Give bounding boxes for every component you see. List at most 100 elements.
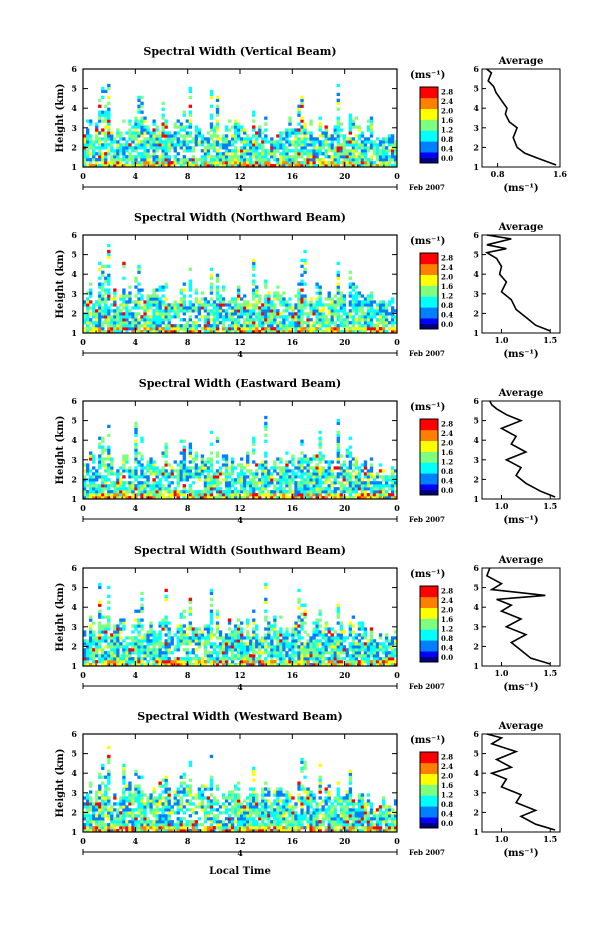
heatmap-cell (233, 300, 238, 304)
heatmap-cell (233, 630, 238, 634)
heatmap-cell (206, 472, 211, 476)
heatmap-cell (209, 155, 214, 159)
x-tick-label: 0 (394, 503, 400, 513)
heatmap-cell (306, 481, 310, 485)
heatmap-cell (267, 630, 271, 634)
heatmap-cell (131, 484, 135, 488)
heatmap-cell (95, 128, 99, 132)
heatmap-cell (258, 312, 262, 316)
heatmap-cell (291, 140, 295, 144)
colorbar-swatch (420, 87, 438, 93)
heatmap-cell (285, 324, 289, 328)
heatmap-cell (303, 603, 307, 607)
heatmap-cell (348, 164, 353, 168)
heatmap-cell (185, 140, 189, 144)
heatmap-cell (179, 122, 183, 126)
heatmap-cell (107, 86, 111, 91)
heatmap-cell (300, 258, 304, 263)
heatmap-cell (336, 636, 340, 640)
heatmap-cell (92, 636, 96, 640)
heatmap-cell (288, 155, 292, 159)
heatmap-cell (261, 330, 265, 334)
heatmap-cell (357, 484, 362, 488)
heatmap-cell (224, 481, 229, 485)
heatmap-cell (215, 143, 220, 147)
heatmap-cell (215, 104, 220, 108)
heatmap-cell (351, 651, 356, 655)
heatmap-cell (206, 481, 211, 485)
heatmap-cell (167, 642, 171, 646)
heatmap-cell (357, 291, 362, 295)
heatmap-cell (327, 309, 331, 313)
heatmap-cell (140, 469, 144, 473)
heatmap-cell (134, 445, 138, 449)
heatmap-cell (342, 648, 346, 652)
heatmap-cell (246, 621, 250, 625)
heatmap-cell (324, 642, 328, 646)
heatmap-cell (303, 654, 307, 658)
colorbar-tick-label: 0.4 (441, 476, 453, 485)
heatmap-cell (107, 297, 111, 301)
heatmap-cell (306, 493, 310, 497)
heatmap-cell (309, 158, 313, 162)
heatmap-cell (249, 158, 253, 162)
heatmap-cell (164, 318, 168, 322)
heatmap-cell (110, 466, 114, 470)
heatmap-cell (345, 654, 349, 658)
heatmap-cell (315, 282, 319, 286)
heatmap-cell (188, 651, 192, 655)
heatmap-cell (221, 321, 226, 325)
heatmap-cell (134, 430, 138, 434)
heatmap-cell (384, 312, 389, 316)
heatmap-cell (224, 309, 229, 313)
heatmap-cell (146, 327, 150, 331)
heatmap-cell (176, 481, 180, 485)
heatmap-cell (152, 146, 156, 150)
heatmap-cell (134, 624, 138, 628)
heatmap-cell (330, 657, 334, 661)
heatmap-cell (95, 654, 99, 658)
heatmap-cell (197, 639, 202, 643)
heatmap-cell (276, 315, 280, 319)
heatmap-cell (83, 475, 87, 479)
heatmap-cell (194, 131, 199, 135)
heatmap-cell (152, 639, 156, 643)
heatmap-cell (167, 330, 171, 334)
heatmap-cell (321, 321, 325, 325)
heatmap-cell (188, 303, 192, 307)
heatmap-cell (276, 164, 280, 168)
heatmap-cell (131, 475, 135, 479)
heatmap-cell (179, 300, 183, 304)
heatmap-cell (285, 309, 289, 313)
heatmap-cell (119, 487, 123, 491)
heatmap-cell (227, 475, 232, 479)
heatmap-cell (113, 330, 117, 334)
heatmap-cell (101, 270, 105, 274)
heatmap-cell (134, 137, 138, 141)
heatmap-cell (182, 137, 186, 141)
heatmap-cell (140, 645, 144, 649)
heatmap-cell (264, 152, 268, 156)
heatmap-cell (164, 137, 168, 141)
heatmap-cell (285, 472, 289, 476)
heatmap-cell (306, 321, 310, 325)
heatmap-cell (297, 324, 301, 328)
heatmap-cell (351, 615, 356, 619)
heatmap-cell (336, 639, 340, 643)
heatmap-cell (191, 158, 196, 162)
heatmap-cell (288, 303, 292, 307)
heatmap-cell (291, 478, 295, 482)
heatmap-cell (276, 134, 280, 138)
heatmap-cell (285, 475, 289, 479)
heatmap-cell (285, 315, 289, 319)
heatmap-cell (230, 143, 235, 147)
heatmap-cell (267, 472, 271, 476)
heatmap-cell (104, 318, 108, 322)
heatmap-cell (215, 309, 220, 313)
heatmap-cell (107, 119, 111, 123)
heatmap-cell (249, 648, 253, 652)
heatmap-cell (230, 657, 235, 661)
heatmap-cell (188, 149, 192, 153)
heatmap-cell (107, 149, 111, 153)
heatmap-cell (360, 134, 365, 138)
